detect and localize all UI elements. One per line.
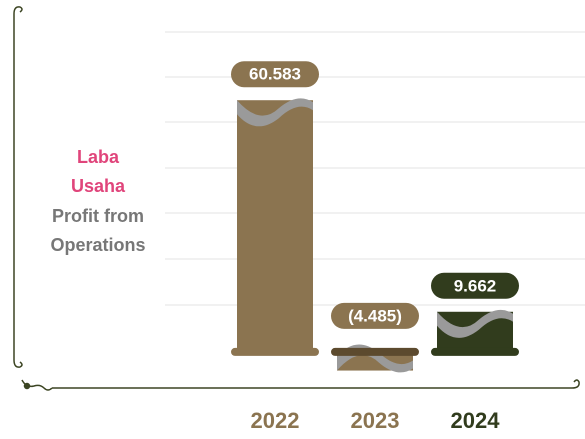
value-label-bg bbox=[431, 272, 519, 299]
title-block: Laba Usaha Profit from Operations bbox=[50, 147, 145, 255]
value-label: 60.583 bbox=[249, 65, 301, 84]
value-label: (4.485) bbox=[348, 306, 402, 325]
frame bbox=[13, 6, 580, 391]
title-line: Operations bbox=[50, 235, 145, 255]
bar bbox=[237, 100, 313, 352]
grid bbox=[165, 31, 585, 306]
bar-wave bbox=[437, 309, 513, 338]
bar-base bbox=[331, 347, 419, 356]
value-label-bg bbox=[331, 302, 419, 329]
bar-base bbox=[231, 347, 319, 356]
bar-wave bbox=[236, 98, 313, 127]
x-tick-label: 2022 bbox=[251, 408, 300, 433]
x-tick-label: 2023 bbox=[351, 408, 400, 433]
bar-base bbox=[431, 347, 519, 356]
title-line: Laba bbox=[77, 147, 120, 167]
value-label-bg bbox=[231, 61, 319, 88]
title-line: Usaha bbox=[71, 176, 126, 196]
title-line: Profit from bbox=[52, 206, 144, 226]
value-label: 9.662 bbox=[454, 276, 497, 295]
x-tick-label: 2024 bbox=[451, 408, 501, 433]
